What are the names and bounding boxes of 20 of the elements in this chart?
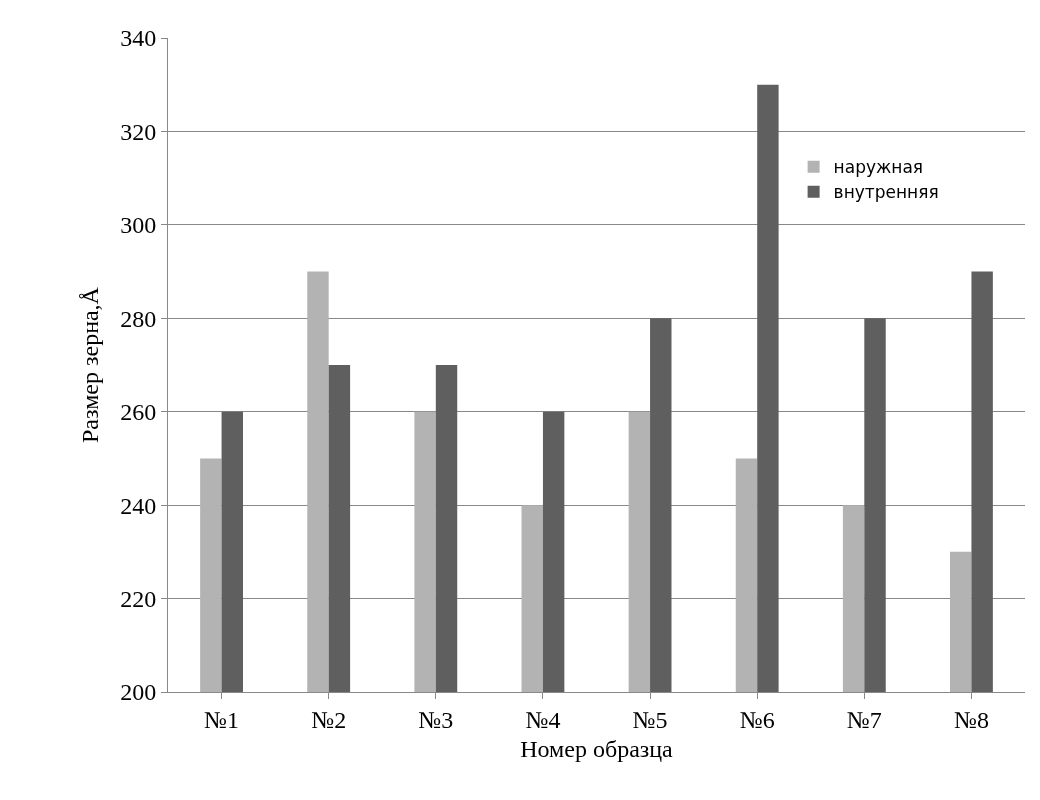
x-tick-label: №8 [953, 706, 989, 733]
y-tick-label: 200 [120, 679, 157, 706]
x-tick-label: №7 [846, 706, 882, 733]
y-tick-label: 340 [120, 25, 157, 52]
y-tick-label: 280 [120, 305, 157, 332]
legend-label: наружная [833, 157, 924, 178]
x-tick-label: №1 [204, 706, 240, 733]
y-tick-label: 240 [120, 492, 157, 519]
y-tick-label: 320 [120, 118, 157, 145]
y-tick-label: 220 [120, 585, 157, 612]
y-tick-label: 300 [120, 212, 157, 239]
y-tick-label: 260 [120, 399, 157, 426]
x-tick-label: №2 [311, 706, 347, 733]
legend-label: внутренняя [833, 182, 939, 203]
x-tick-label: №5 [632, 706, 668, 733]
x-tick-label: №6 [739, 706, 775, 733]
x-tick-label: №4 [525, 706, 561, 733]
x-tick-label: №3 [418, 706, 454, 733]
y-axis-title: Размер зерна,Å [77, 286, 104, 443]
x-axis-title: Номер образца [520, 736, 674, 763]
